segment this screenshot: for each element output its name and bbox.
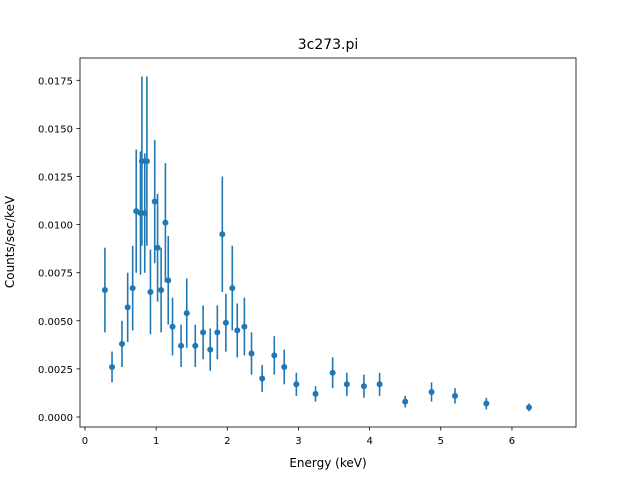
y-tick-label: 0.0125: [38, 173, 73, 184]
data-point: [428, 388, 435, 395]
data-point: [178, 342, 185, 349]
data-point: [248, 350, 255, 357]
y-axis-label: Counts/sec/keV: [3, 195, 17, 288]
data-point: [169, 323, 176, 330]
data-point: [271, 352, 278, 359]
data-point: [162, 219, 169, 226]
y-tick-label: 0.0025: [38, 365, 73, 376]
data-point: [109, 363, 116, 370]
data-point: [229, 285, 236, 292]
data-point: [101, 287, 108, 294]
data-point: [452, 392, 459, 399]
data-point: [118, 340, 125, 347]
data-point: [207, 346, 214, 353]
ticks: 0 1 2 3 4 5 6 0.0000 0.0025 0.0050 0.0075 0.0100 0.0…: [38, 76, 515, 447]
x-tick-label: 1: [153, 436, 159, 447]
data-point: [138, 158, 145, 165]
y-tick-label: 0.0150: [38, 124, 73, 135]
data-point: [143, 158, 150, 165]
data-point: [376, 381, 383, 388]
data-point: [241, 323, 248, 330]
data-point: [312, 390, 319, 397]
y-tick-label: 0.0175: [38, 76, 73, 87]
y-tick-label: 0.0075: [38, 269, 73, 280]
data-point: [214, 329, 221, 336]
data-point: [151, 198, 158, 205]
data-point: [219, 231, 226, 238]
x-tick-label: 0: [82, 436, 88, 447]
data-point: [147, 288, 154, 295]
x-tick-label: 2: [224, 436, 230, 447]
x-tick-label: 5: [438, 436, 444, 447]
x-tick-label: 4: [366, 436, 372, 447]
data-point: [293, 381, 300, 388]
data-point: [222, 319, 229, 326]
data-point: [158, 287, 165, 294]
data-point: [129, 285, 136, 292]
data-point: [192, 342, 199, 349]
data-point: [154, 244, 161, 251]
y-tick-label: 0.0000: [38, 413, 73, 424]
data-point: [526, 404, 533, 411]
data-point: [200, 329, 207, 336]
data-point: [165, 277, 172, 284]
data-point: [360, 383, 367, 390]
data-point: [234, 327, 241, 334]
data-point: [183, 310, 190, 317]
plot-frame: [79, 57, 577, 428]
data-point: [259, 375, 266, 382]
x-axis-label: Energy (keV): [289, 456, 366, 470]
data-point: [281, 363, 288, 370]
data-point: [124, 304, 131, 311]
chart-title: 3c273.pi: [298, 37, 359, 53]
y-tick-label: 0.0100: [38, 221, 73, 232]
data-points: [101, 76, 533, 412]
x-tick-label: 3: [295, 436, 301, 447]
data-point: [402, 398, 409, 405]
y-tick-label: 0.0050: [38, 317, 73, 328]
data-point: [329, 369, 336, 376]
data-point: [343, 381, 350, 388]
data-point: [483, 400, 490, 407]
x-tick-label: 6: [509, 436, 515, 447]
